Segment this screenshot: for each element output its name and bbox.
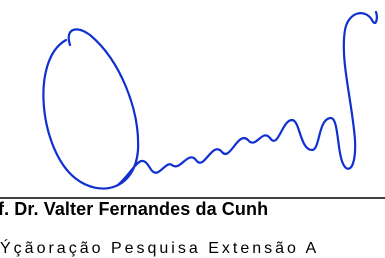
page: f. Dr. Valter Fernandes da Cunh Ýçãoraçã… xyxy=(0,0,385,254)
signature-stroke xyxy=(43,12,376,189)
signer-role: Ýçãoração Pesquisa Extensão A xyxy=(0,240,319,258)
signer-name: f. Dr. Valter Fernandes da Cunh xyxy=(0,199,268,220)
